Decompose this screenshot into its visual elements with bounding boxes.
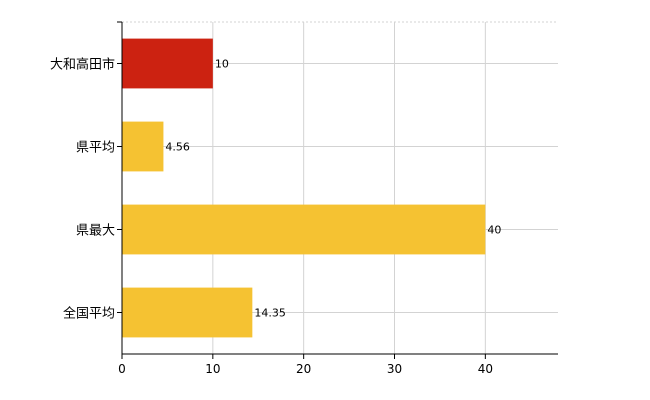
y-tick-label: 県最大 <box>76 224 115 239</box>
bar <box>122 38 213 89</box>
data-label: 40 <box>487 224 501 237</box>
y-tick-label: 全国平均 <box>63 306 115 322</box>
x-tick-label: 40 <box>478 362 493 376</box>
y-tick-label: 大和高田市 <box>50 57 115 73</box>
data-label: 4.56 <box>165 141 190 154</box>
x-tick-label: 30 <box>387 362 402 376</box>
x-tick-label: 0 <box>118 362 126 376</box>
x-tick-label: 20 <box>296 362 311 376</box>
y-tick-label: 県平均 <box>76 141 115 156</box>
x-tick-label: 10 <box>205 362 220 376</box>
data-label: 10 <box>215 58 229 71</box>
bar <box>122 121 164 172</box>
bar <box>122 204 486 255</box>
bar <box>122 287 253 338</box>
data-label: 14.35 <box>254 307 285 320</box>
